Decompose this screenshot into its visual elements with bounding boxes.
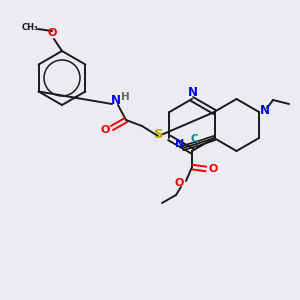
Text: O: O <box>47 28 57 38</box>
Text: N: N <box>260 104 270 118</box>
Text: C: C <box>191 134 198 144</box>
Text: S: S <box>154 128 164 142</box>
Text: N: N <box>111 94 121 107</box>
Text: O: O <box>100 125 110 135</box>
Text: H: H <box>121 92 129 102</box>
Text: N: N <box>175 139 184 149</box>
Text: O: O <box>174 178 184 188</box>
Text: N: N <box>188 86 198 100</box>
Text: CH₃: CH₃ <box>22 22 38 32</box>
Text: O: O <box>208 164 218 174</box>
